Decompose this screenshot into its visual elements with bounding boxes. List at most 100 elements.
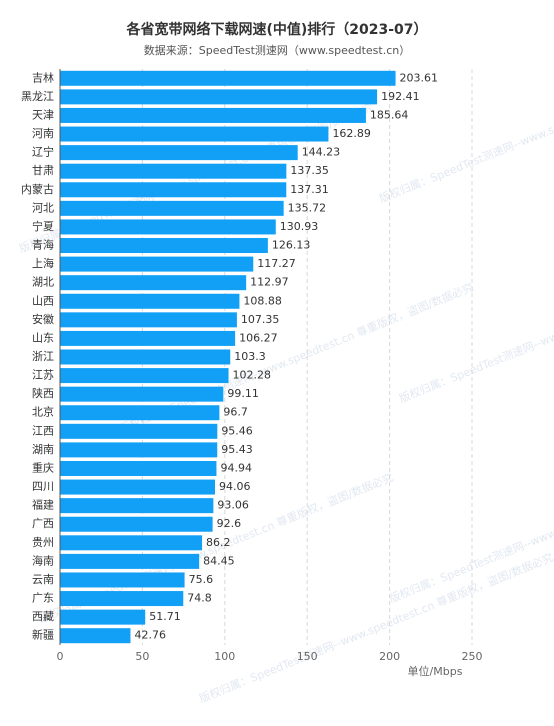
value-label: 126.13	[272, 239, 311, 252]
y-tick-label: 贵州	[32, 536, 54, 549]
y-tick-label: 西藏	[32, 610, 54, 623]
bar	[60, 70, 396, 86]
value-label: 185.64	[370, 108, 409, 121]
x-tick-label: 0	[57, 650, 64, 663]
bar	[60, 145, 298, 161]
bar	[60, 312, 237, 328]
y-tick-label: 上海	[32, 256, 54, 270]
bar	[60, 200, 284, 216]
value-label: 42.76	[134, 629, 166, 642]
y-tick-label: 河北	[32, 201, 54, 214]
value-label: 203.61	[400, 71, 439, 84]
value-label: 130.93	[280, 220, 319, 233]
bar	[60, 107, 366, 123]
y-tick-label: 安徽	[32, 312, 54, 326]
value-label: 51.71	[149, 610, 181, 623]
y-tick-label: 海南	[32, 553, 54, 567]
y-tick-label: 新疆	[32, 628, 54, 642]
bar	[60, 572, 185, 588]
y-tick-label: 江苏	[32, 369, 54, 382]
value-label: 108.88	[243, 294, 282, 307]
bar	[60, 219, 276, 235]
bar	[60, 386, 224, 402]
value-label: 112.97	[250, 276, 289, 289]
value-label: 94.94	[220, 461, 252, 474]
value-label: 92.6	[217, 517, 242, 530]
bar	[60, 628, 131, 644]
x-tick-label: 50	[135, 650, 149, 663]
y-tick-label: 青海	[32, 238, 54, 252]
y-tick-label: 云南	[32, 573, 54, 586]
value-label: 144.23	[302, 146, 341, 159]
value-label: 96.7	[223, 406, 248, 419]
value-label: 137.31	[290, 183, 329, 196]
value-label: 74.8	[187, 592, 212, 605]
bar	[60, 89, 378, 105]
value-label: 95.46	[221, 424, 253, 437]
value-label: 99.11	[227, 387, 259, 400]
bar	[60, 126, 329, 142]
value-label: 162.89	[332, 127, 371, 140]
y-tick-label: 江西	[32, 424, 54, 437]
y-tick-label: 广西	[32, 517, 54, 530]
chart-subtitle: 数据来源：SpeedTest测速网（www.speedtest.cn）	[144, 43, 411, 57]
value-label: 95.43	[221, 443, 253, 456]
y-tick-label: 广东	[32, 592, 54, 605]
value-label: 117.27	[257, 257, 296, 270]
x-tick-label: 150	[297, 650, 318, 663]
bar	[60, 275, 247, 291]
bar	[60, 609, 146, 625]
value-label: 94.06	[219, 480, 251, 493]
y-tick-label: 福建	[32, 498, 54, 512]
y-tick-label: 甘肃	[32, 164, 54, 177]
bar	[60, 553, 200, 569]
bar	[60, 535, 203, 551]
bar	[60, 479, 216, 495]
value-label: 93.06	[217, 499, 249, 512]
bar	[60, 256, 254, 272]
bar	[60, 293, 240, 309]
x-tick-label: 100	[214, 650, 235, 663]
value-label: 84.45	[203, 554, 235, 567]
bar	[60, 405, 220, 421]
value-label: 103.3	[234, 350, 266, 363]
y-tick-label: 黑龙江	[21, 90, 54, 103]
y-tick-label: 湖南	[32, 443, 54, 456]
bar	[60, 182, 287, 198]
bar	[60, 330, 236, 346]
value-label: 107.35	[241, 313, 279, 326]
bar	[60, 349, 231, 365]
value-label: 106.27	[239, 331, 278, 344]
x-tick-label: 200	[379, 650, 400, 663]
bar	[60, 163, 287, 179]
y-tick-label: 吉林	[32, 70, 54, 84]
y-tick-label: 四川	[32, 480, 54, 493]
value-label: 86.2	[206, 536, 231, 549]
bar	[60, 423, 218, 439]
y-tick-label: 湖北	[32, 276, 54, 289]
bar	[60, 591, 184, 607]
y-tick-label: 浙江	[32, 350, 54, 363]
y-tick-label: 天津	[32, 108, 54, 121]
y-tick-label: 北京	[32, 405, 54, 419]
y-tick-label: 宁夏	[32, 219, 54, 233]
value-label: 137.35	[290, 164, 329, 177]
value-label: 192.41	[381, 90, 420, 103]
y-tick-label: 陕西	[32, 386, 54, 400]
value-label: 75.6	[189, 573, 214, 586]
value-label: 102.28	[233, 369, 272, 382]
y-tick-label: 辽宁	[32, 145, 54, 159]
bar	[60, 442, 218, 458]
bar	[60, 238, 268, 254]
bar	[60, 498, 214, 514]
x-tick-label: 250	[462, 650, 483, 663]
y-tick-label: 重庆	[32, 460, 54, 474]
bar	[60, 460, 217, 476]
bar	[60, 516, 213, 532]
value-label: 135.72	[288, 201, 327, 214]
y-tick-label: 山西	[32, 294, 54, 307]
y-tick-label: 山东	[32, 331, 54, 344]
y-tick-label: 河南	[32, 127, 54, 140]
x-axis-label: 单位/Mbps	[408, 664, 463, 678]
